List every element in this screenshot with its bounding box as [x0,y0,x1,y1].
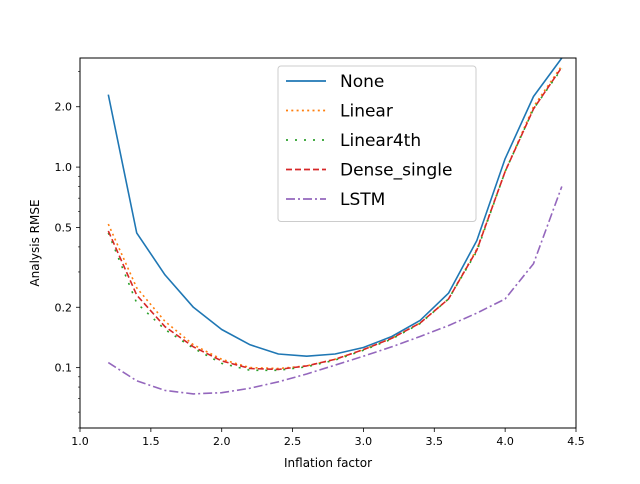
x-tick-label: 2.5 [284,435,302,448]
y-tick-label: 1.0 [55,161,73,174]
legend-label: None [340,72,384,92]
legend-label: Dense_single [340,161,452,181]
legend-label: LSTM [340,190,385,210]
y-tick-label: 0.1 [55,362,73,375]
axes-frame [79,57,577,429]
legend-label: Linear4th [340,131,421,151]
x-tick-label: 4.5 [567,435,585,448]
x-axis-label: Inflation factor [284,456,372,470]
legend-box [277,65,477,222]
y-tick-label: 0.2 [55,301,73,314]
legend: None Linear Linear4th Dense_single LSTM [277,65,477,222]
legend-label: Linear [340,102,393,122]
x-tick-label: 1.5 [142,435,160,448]
series-line-dense-single [107,66,563,371]
x-tick-label: 4.0 [496,435,514,448]
series-line-lstm [107,186,563,395]
x-tick-label: 3.5 [426,435,444,448]
y-axis-minor-ticks [78,71,80,429]
series-line-linear [107,65,563,370]
plot-lines [107,57,563,395]
y-tick-label: 2.0 [55,101,73,114]
x-tick-label: 2.0 [213,435,231,448]
series-line-none [107,57,563,358]
x-axis-ticks: 1.0 1.5 2.0 2.5 3.0 3.5 4.0 4.5 [71,428,585,448]
x-tick-label: 3.0 [355,435,373,448]
y-axis-ticks: 0.1 0.2 0.5 1.0 2.0 [55,101,80,375]
y-axis-label: Analysis RMSE [28,199,42,286]
x-tick-label: 1.0 [71,435,89,448]
y-tick-label: 0.5 [55,221,73,234]
